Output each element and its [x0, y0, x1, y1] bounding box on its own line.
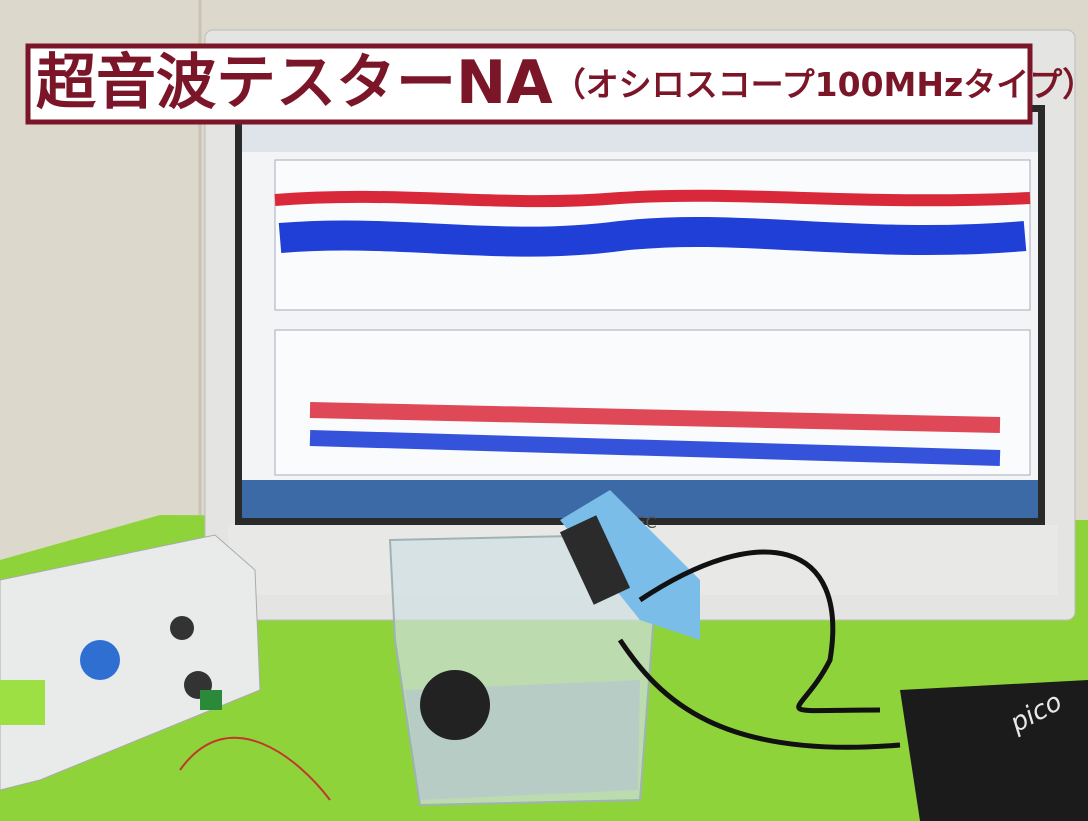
banner-title: 超音波テスターNA	[36, 48, 553, 118]
pico-device-part	[900, 680, 1088, 821]
water-tank-part	[559, 515, 631, 605]
cables	[179, 549, 901, 801]
function-generator-part	[200, 690, 222, 710]
cables-part	[617, 638, 901, 750]
pico-device: pico	[900, 680, 1088, 821]
water-tank-part	[420, 670, 490, 740]
banner-text: 超音波テスターNA（オシロスコープ100MHzタイプ）	[36, 48, 1088, 118]
monitor-part	[242, 480, 1038, 518]
function-generator	[0, 534, 261, 791]
monitor-part	[309, 402, 1001, 433]
banner-subtitle: （オシロスコープ100MHzタイプ）	[553, 65, 1088, 104]
monitor-part	[274, 189, 1031, 208]
function-generator-part	[80, 640, 120, 680]
function-generator-part	[170, 616, 194, 640]
cables-part	[638, 549, 881, 714]
function-generator-part	[0, 534, 261, 791]
monitor-part	[309, 430, 1001, 466]
water-tank	[388, 490, 700, 807]
function-generator-part	[0, 680, 45, 725]
cables-part	[179, 736, 331, 801]
monitor-part	[278, 216, 1027, 257]
banner	[25, 43, 1033, 125]
